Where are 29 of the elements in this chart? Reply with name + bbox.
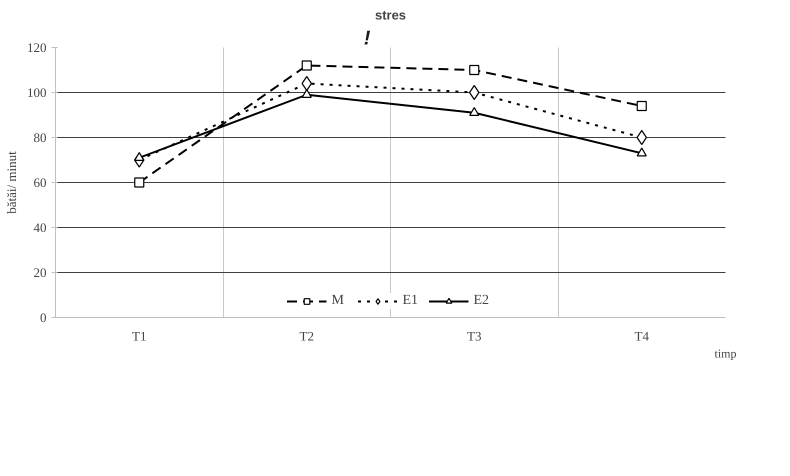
legend-label: E2	[474, 293, 490, 309]
point	[134, 177, 144, 188]
y-tick-label: 40	[34, 220, 46, 235]
point	[636, 147, 647, 156]
legend-label: M	[332, 293, 345, 309]
point	[636, 100, 647, 112]
y-axis-title: bătăi/ minut	[4, 150, 19, 214]
x-tick-label: T3	[467, 328, 482, 344]
x-tick-label: T4	[634, 328, 650, 344]
y-tick-label: 0	[40, 310, 46, 325]
point	[301, 76, 312, 92]
y-tick-label: 80	[34, 130, 46, 145]
point	[302, 60, 312, 71]
x-tick-label: T1	[132, 328, 146, 344]
y-tick-label: 100	[27, 85, 46, 100]
point	[469, 64, 480, 76]
annotation: !	[364, 28, 371, 50]
x-tick-label: T2	[300, 328, 314, 344]
x-axis-title: timp	[714, 346, 737, 360]
point	[302, 88, 312, 98]
point	[636, 130, 648, 146]
y-tick-label: 60	[34, 175, 46, 190]
legend-label: E1	[402, 293, 420, 309]
y-tick-label: 20	[34, 265, 46, 280]
point	[134, 152, 144, 161]
point	[468, 84, 480, 100]
point	[469, 106, 480, 116]
chart-title: stres	[374, 8, 406, 22]
y-tick-label: 120	[27, 40, 46, 55]
